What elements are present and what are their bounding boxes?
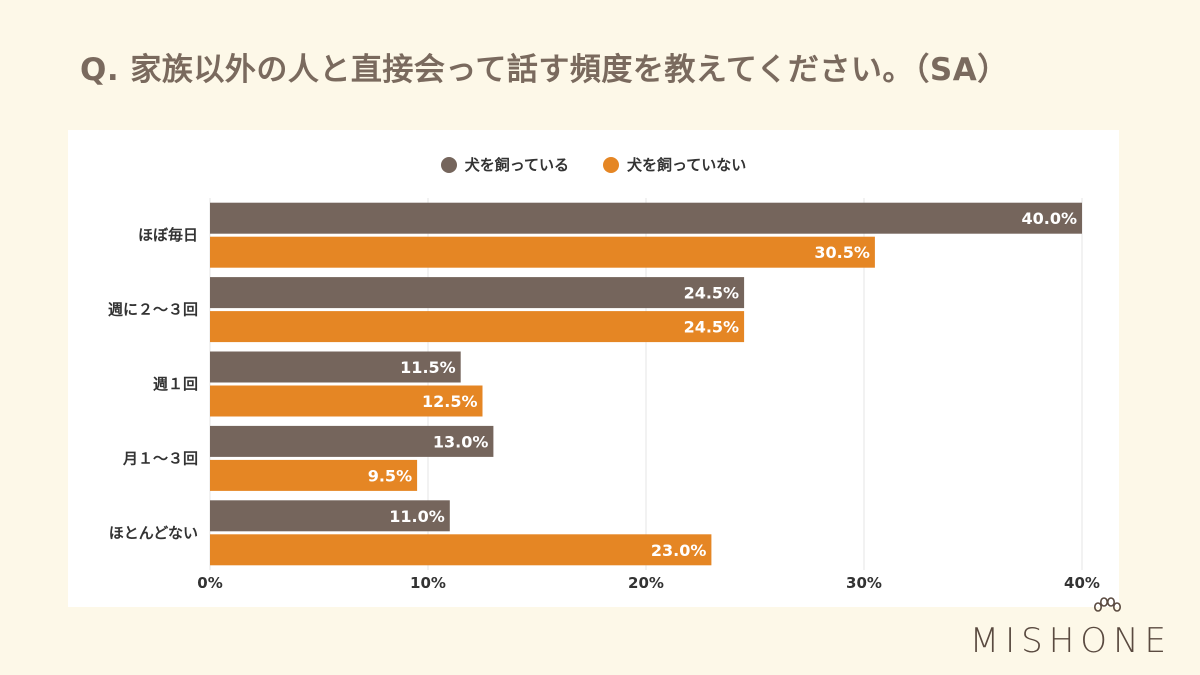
chart-panel: 0% 10% 20% 30% 40% ほぼ毎日 40.0% 30.5% 週に２～３回 24.5% 2…	[68, 130, 1119, 607]
bar-series2	[210, 236, 875, 268]
category-label: 週に２～３回	[108, 301, 198, 319]
bar-value-label: 12.5%	[422, 392, 478, 411]
bar-value-label: 24.5%	[684, 284, 740, 303]
chart-title: Q. 家族以外の人と直接会って話す頻度を教えてください。（SA）	[80, 52, 1009, 88]
category-label: 週１回	[153, 375, 198, 393]
bar-series2	[210, 534, 712, 566]
bar-value-label: 9.5%	[368, 466, 412, 485]
legend-item-series2: 犬を飼っていない	[603, 154, 746, 175]
category-label: ほぼ毎日	[138, 226, 198, 244]
legend-label-series1: 犬を飼っている	[464, 156, 569, 174]
paw-icon	[1093, 597, 1121, 612]
brand-name: MISHONE	[969, 621, 1172, 661]
bar-series1	[210, 202, 1082, 234]
x-tick-label: 10%	[410, 574, 446, 592]
legend-swatch-series1	[440, 156, 457, 173]
x-tick-label: 20%	[628, 574, 664, 592]
legend-swatch-series2	[603, 156, 619, 173]
bar-series2	[210, 385, 483, 417]
bar-chart: 0% 10% 20% 30% 40% ほぼ毎日 40.0% 30.5% 週に２～３回 24.5% 2…	[108, 198, 1100, 592]
category-label: ほとんどない	[109, 524, 198, 542]
bar-series1	[210, 277, 745, 309]
bar-value-label: 30.5%	[814, 243, 870, 262]
x-tick-label: 30%	[846, 574, 882, 592]
x-tick-label: 40%	[1064, 574, 1100, 592]
bar-series2	[210, 459, 418, 491]
bar-value-label: 11.0%	[389, 507, 445, 526]
bar-series1	[210, 500, 450, 532]
category-label: 月１～３回	[122, 449, 198, 467]
bar-value-label: 11.5%	[400, 358, 456, 377]
bar-series1	[210, 351, 461, 383]
legend: 犬を飼っている 犬を飼っていない	[68, 154, 1119, 175]
brand-logo: MISHONE	[969, 597, 1172, 661]
legend-label-series2: 犬を飼っていない	[627, 156, 747, 174]
bar-series1	[210, 425, 494, 457]
x-tick-label: 0%	[197, 574, 222, 592]
legend-item-series1: 犬を飼っている	[440, 154, 569, 175]
bar-value-label: 40.0%	[1021, 209, 1077, 228]
bar-value-label: 23.0%	[651, 541, 707, 560]
bar-value-label: 24.5%	[684, 318, 740, 337]
bar-value-label: 13.0%	[433, 432, 489, 451]
bar-series2	[210, 311, 745, 343]
